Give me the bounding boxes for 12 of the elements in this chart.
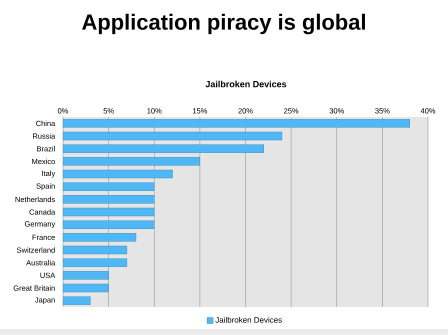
bar bbox=[63, 157, 200, 166]
bar bbox=[63, 119, 410, 128]
bar bbox=[63, 271, 109, 280]
bar bbox=[63, 258, 128, 267]
bar bbox=[63, 182, 154, 191]
bar bbox=[63, 220, 154, 229]
bar bbox=[63, 144, 264, 153]
bar bbox=[63, 195, 154, 204]
bar bbox=[63, 296, 91, 305]
chart-title: Application piracy is global bbox=[82, 14, 365, 34]
chart-subtitle: Jailbroken Devices bbox=[206, 80, 286, 88]
bar bbox=[63, 233, 136, 242]
